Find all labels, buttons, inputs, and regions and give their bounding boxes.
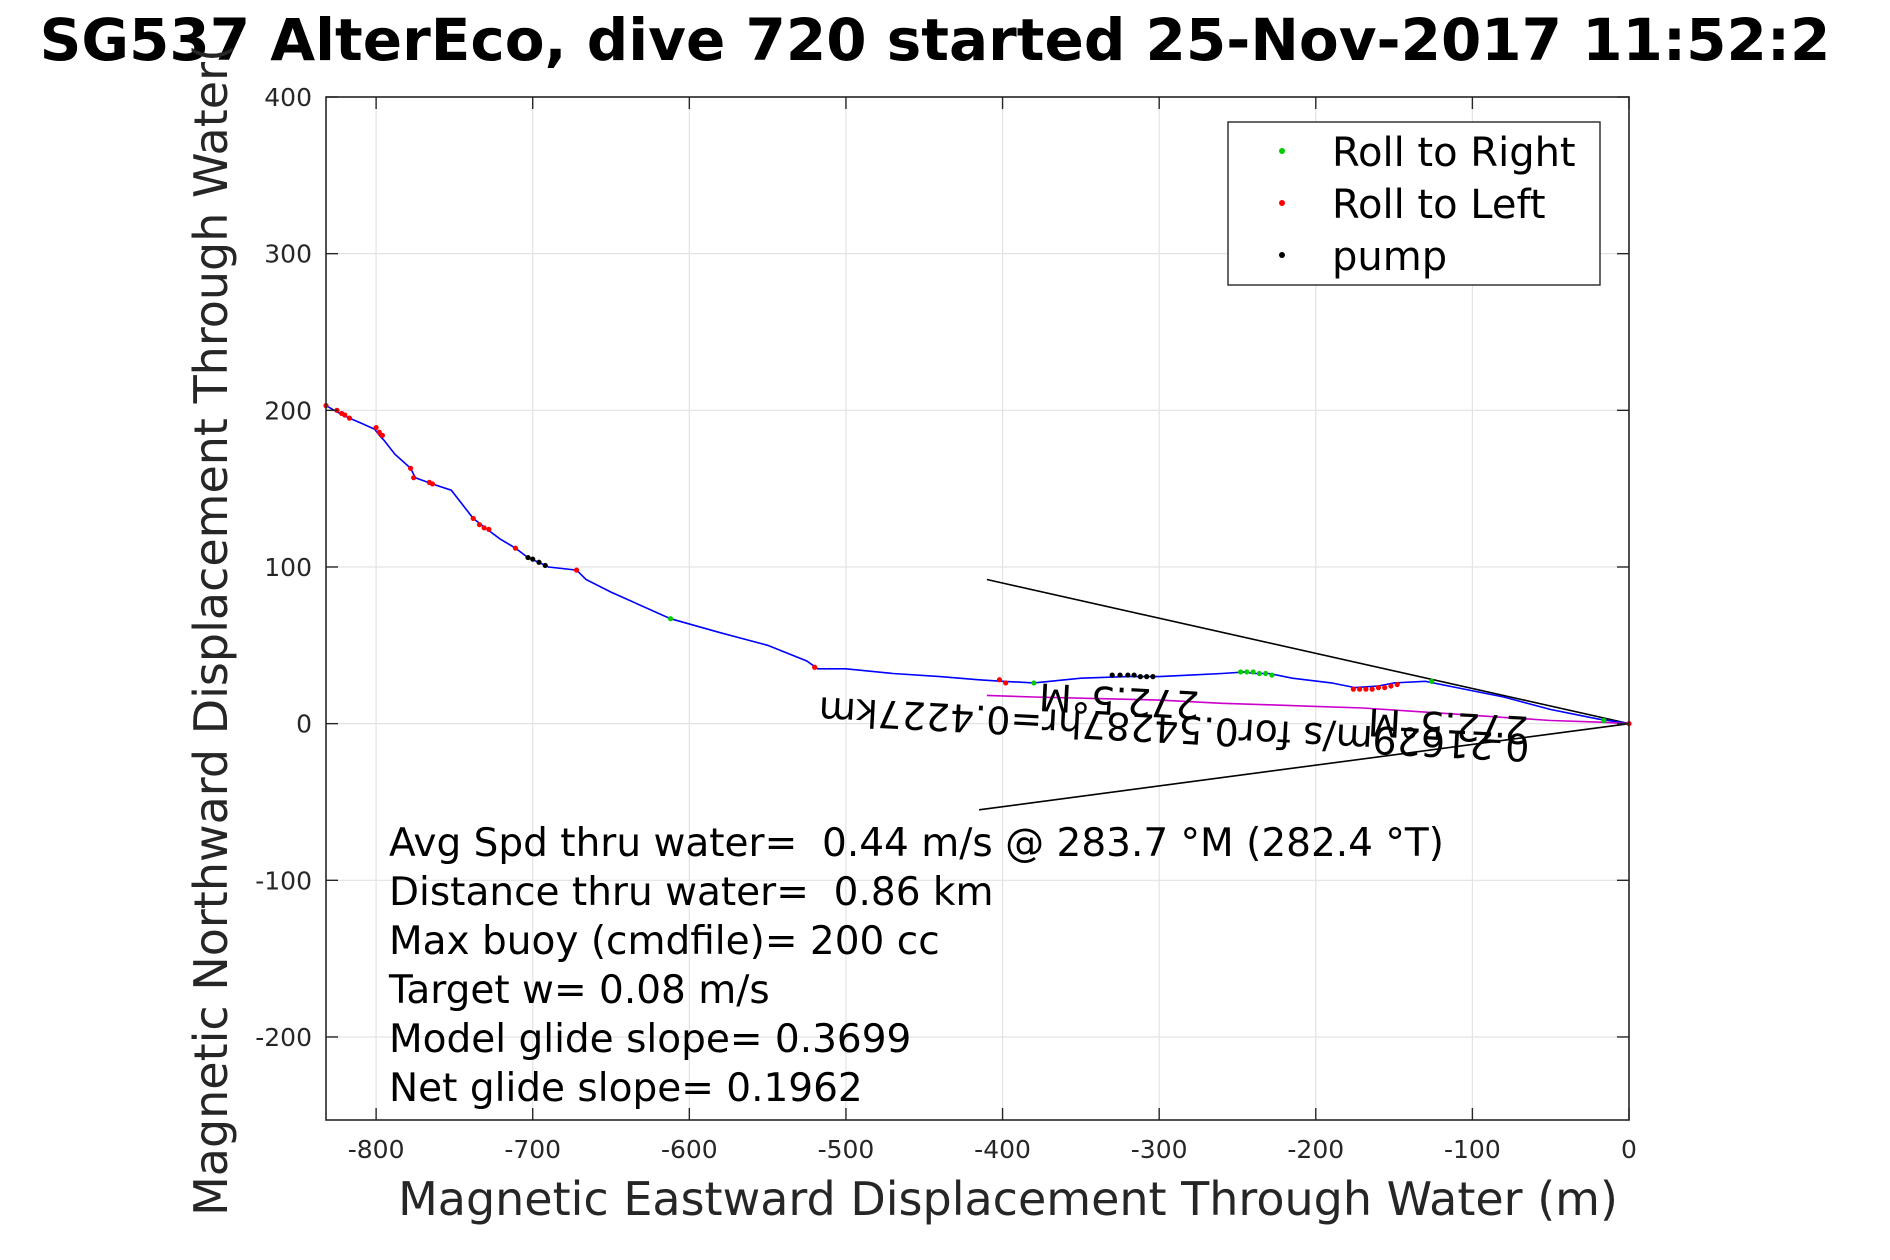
roll-to-left-point bbox=[486, 526, 492, 532]
roll-to-left-point bbox=[1388, 683, 1394, 689]
roll-to-left-point bbox=[1357, 686, 1363, 692]
roll-to-left-point bbox=[481, 525, 487, 531]
x-tick-label: -600 bbox=[661, 1135, 718, 1164]
x-tick-label: -100 bbox=[1444, 1135, 1501, 1164]
grid bbox=[326, 96, 1630, 1120]
x-tick-label: 0 bbox=[1621, 1135, 1637, 1164]
annotation-line: Model glide slope= 0.3699 bbox=[389, 1017, 911, 1062]
annotation-line: Distance thru water= 0.86 km bbox=[389, 870, 993, 915]
roll-to-left-point bbox=[346, 415, 353, 421]
heading-reference-line bbox=[986, 578, 1630, 725]
roll-to-right-point bbox=[1429, 678, 1435, 684]
roll-to-left-point bbox=[1394, 681, 1400, 688]
heading-reference-line bbox=[978, 722, 1630, 811]
pump-point bbox=[1144, 674, 1150, 680]
pump-point bbox=[1131, 672, 1137, 678]
legend-marker-roll-to-left bbox=[1279, 200, 1285, 206]
y-tick-label: 400 bbox=[264, 83, 312, 112]
roll-to-right-point bbox=[1256, 670, 1262, 677]
y-axis-label: Magnetic Northward Displacement Through … bbox=[184, 44, 238, 1216]
data-series bbox=[323, 403, 1632, 727]
pump-point bbox=[1137, 674, 1143, 680]
roll-to-left-point bbox=[1369, 686, 1375, 692]
roll-to-left-point bbox=[1382, 685, 1388, 691]
x-ticks: -800 -700 -600 -500 -400 -300 -200 -100 0 bbox=[348, 97, 1637, 1164]
roll-to-left-point bbox=[429, 481, 436, 487]
roll-to-left-point bbox=[812, 664, 818, 670]
chart-title: SG537 AlterEco, dive 720 started 25-Nov-… bbox=[40, 6, 1831, 74]
roll-to-right-point bbox=[1269, 672, 1275, 678]
y-tick-label: 100 bbox=[264, 553, 312, 582]
roll-to-left-point bbox=[470, 515, 476, 522]
roll-to-left-point bbox=[1350, 686, 1356, 692]
legend-marker-pump bbox=[1279, 252, 1285, 258]
y-ticks: -200 -100 0 100 200 300 400 bbox=[255, 83, 1629, 1052]
roll-to-left-point bbox=[373, 424, 379, 431]
plot-frame bbox=[325, 96, 1630, 1121]
annotation-line: Net glide slope= 0.1962 bbox=[389, 1066, 863, 1111]
reference-lines bbox=[978, 578, 1630, 811]
roll-to-right-point bbox=[1263, 670, 1269, 677]
y-tick-label: 300 bbox=[264, 240, 312, 269]
x-tick-label: -300 bbox=[1131, 1135, 1188, 1164]
legend-entries: Roll to Right Roll to Left pump bbox=[1279, 130, 1576, 280]
annotation-line: Target w= 0.08 m/s bbox=[388, 968, 770, 1013]
roll-to-right-point bbox=[1238, 669, 1244, 675]
roll-to-left-point bbox=[411, 475, 417, 481]
annotation-line: Max buoy (cmdfile)= 200 cc bbox=[389, 919, 940, 964]
roll-to-left-point bbox=[996, 677, 1003, 683]
pump-point bbox=[536, 559, 542, 565]
roll-to-right-point bbox=[667, 616, 674, 622]
track-line-1 bbox=[986, 694, 1630, 725]
legend-label-roll-to-right: Roll to Right bbox=[1332, 130, 1576, 176]
roll-to-left-point bbox=[476, 522, 483, 528]
roll-to-right-point bbox=[1601, 717, 1607, 724]
legend-label-pump: pump bbox=[1332, 234, 1447, 280]
roll-to-right-point bbox=[1031, 680, 1037, 686]
y-tick-label: 0 bbox=[296, 710, 312, 739]
pump-point bbox=[530, 556, 536, 562]
pump-point bbox=[1117, 672, 1123, 678]
legend-label-roll-to-left: Roll to Left bbox=[1332, 182, 1546, 228]
x-tick-label: -500 bbox=[818, 1135, 875, 1164]
roll-to-left-point bbox=[342, 412, 348, 418]
legend: Roll to Right Roll to Left pump bbox=[1227, 121, 1601, 286]
heading-labels: 272.5°M0.21629m/s for0.54287hr=0.4227km2… bbox=[818, 674, 1531, 769]
x-tick-label: -200 bbox=[1287, 1135, 1344, 1164]
y-tick-label: 200 bbox=[264, 396, 312, 425]
roll-to-left-point bbox=[512, 545, 519, 551]
x-tick-label: -700 bbox=[504, 1135, 561, 1164]
pump-point bbox=[1150, 674, 1156, 680]
pump-point bbox=[1125, 672, 1131, 678]
x-axis-label: Magnetic Eastward Displacement Through W… bbox=[398, 1172, 1618, 1226]
roll-to-left-point bbox=[1003, 680, 1009, 686]
roll-to-left-point bbox=[573, 567, 580, 573]
roll-to-left-point bbox=[1375, 685, 1382, 691]
y-tick-label: -200 bbox=[255, 1023, 312, 1052]
y-tick-label: -100 bbox=[255, 866, 312, 895]
pump-point bbox=[542, 562, 548, 569]
track-line-0 bbox=[325, 404, 1630, 725]
pump-point bbox=[1109, 672, 1115, 678]
annotation-line: Avg Spd thru water= 0.44 m/s @ 283.7 °M … bbox=[389, 821, 1444, 866]
x-tick-label: -800 bbox=[348, 1135, 405, 1164]
legend-box bbox=[1227, 121, 1601, 286]
roll-to-left-point bbox=[407, 465, 414, 471]
heading-label: 272.5°M bbox=[1038, 674, 1201, 726]
roll-to-right-point bbox=[1244, 669, 1250, 675]
annotations: Avg Spd thru water= 0.44 m/s @ 283.7 °M … bbox=[388, 821, 1444, 1111]
x-tick-label: -400 bbox=[974, 1135, 1031, 1164]
roll-to-left-point bbox=[1363, 686, 1369, 692]
legend-marker-roll-to-right bbox=[1279, 148, 1285, 154]
heading-label: 272.5°M bbox=[1367, 700, 1530, 752]
pump-point bbox=[525, 554, 531, 561]
roll-to-right-point bbox=[1250, 669, 1256, 675]
roll-to-left-point bbox=[379, 432, 385, 438]
